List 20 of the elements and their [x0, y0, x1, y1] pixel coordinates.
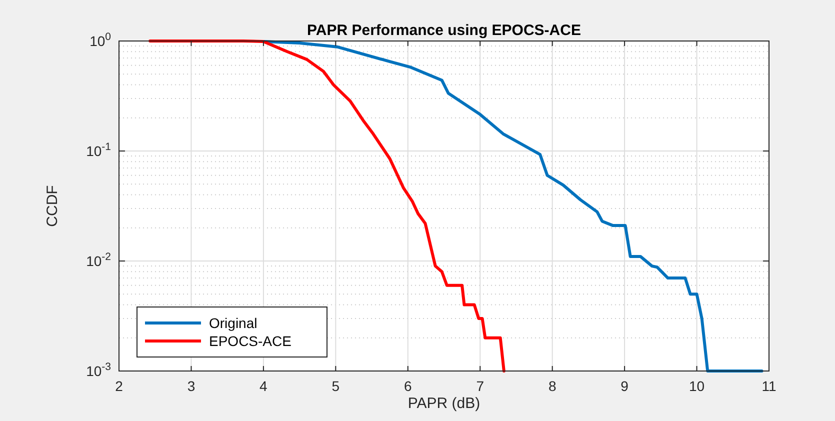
y-tick-label: 10$^{-2}$ — [86, 250, 112, 269]
y-axis-title: CCDF — [44, 185, 61, 227]
x-tick-label: 4 — [260, 378, 268, 394]
x-tick-label: 7 — [476, 378, 484, 394]
legend-label: EPOCS-ACE — [209, 332, 292, 349]
legend-label: Original — [209, 314, 258, 331]
chart-title: PAPR Performance using EPOCS-ACE — [307, 22, 581, 39]
x-tick-label: 10 — [688, 378, 705, 394]
line-series — [148, 40, 506, 372]
x-tick-label: 2 — [115, 378, 124, 394]
y-tick-label: 10$^{-1}$ — [86, 140, 112, 159]
x-tick-label: 5 — [332, 378, 340, 394]
x-tick-label: 8 — [548, 378, 556, 394]
x-tick-label: 6 — [404, 378, 412, 394]
y-tick-label: 10$^{0}$ — [90, 30, 112, 49]
x-tick-label: 3 — [187, 378, 196, 394]
y-tick-label: 10$^{-3}$ — [86, 360, 112, 379]
x-tick-label: 11 — [762, 378, 776, 394]
x-axis-title: PAPR (dB) — [408, 395, 480, 412]
x-tick-label: 9 — [620, 378, 629, 394]
